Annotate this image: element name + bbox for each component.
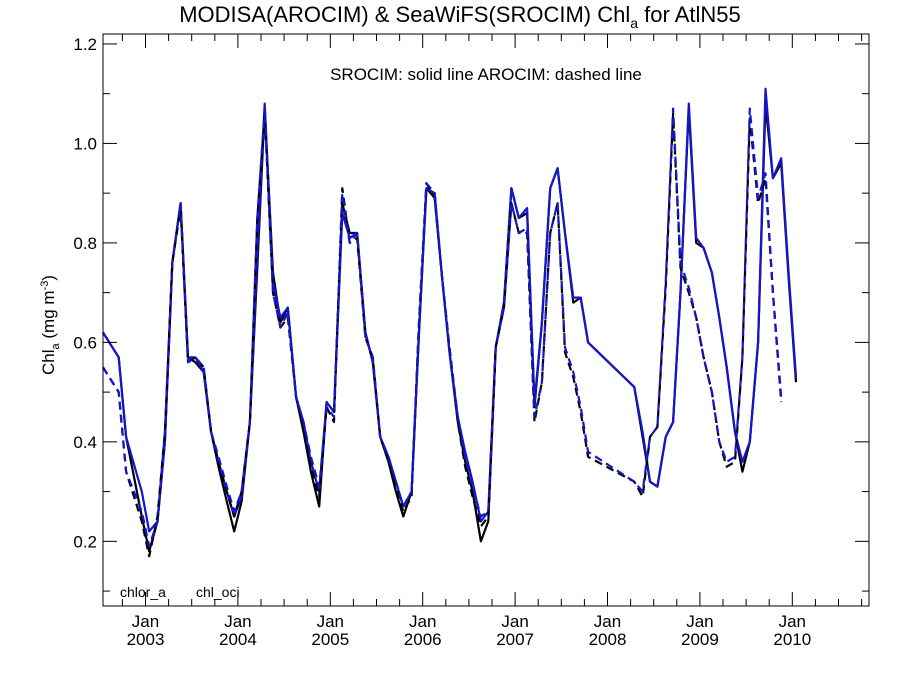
- y-tick-label: 1.0: [73, 134, 97, 153]
- x-tick-year-label: 2008: [589, 630, 627, 649]
- x-tick-month-label: Jan: [317, 612, 344, 631]
- y-axis-label-superscript: -3: [39, 281, 51, 291]
- y-axis-label-text: Chl: [39, 349, 58, 375]
- x-tick-month-label: Jan: [224, 612, 251, 631]
- plot-frame: [102, 33, 870, 607]
- series-line-ar-chlor-a: [102, 112, 783, 558]
- legend-chl-oci: chl_oci: [196, 584, 240, 600]
- chart-title-suffix: for AtlN55: [638, 2, 741, 27]
- y-axis-label-units: (mg m: [39, 290, 58, 343]
- x-tick-year-label: 2009: [681, 630, 719, 649]
- y-tick-label: 0.2: [73, 532, 97, 551]
- x-tick-month-label: Jan: [594, 612, 621, 631]
- chart-annotation: SROCIM: solid line AROCIM: dashed line: [330, 65, 642, 84]
- x-tick-month-label: Jan: [132, 612, 159, 631]
- x-tick-year-label: 2006: [404, 630, 442, 649]
- series-line-sr-chl-oci: [102, 87, 798, 533]
- x-tick-month-label: Jan: [501, 612, 528, 631]
- series-line-ar-chl-oci: [102, 107, 783, 548]
- y-axis-label-end: ): [39, 275, 58, 281]
- x-tick-year-label: 2007: [496, 630, 534, 649]
- y-tick-label: 1.2: [73, 35, 97, 54]
- y-tick-label: 0.4: [73, 433, 97, 452]
- y-axis-label-subscript: a: [50, 342, 62, 349]
- x-tick-year-label: 2004: [219, 630, 257, 649]
- x-tick-year-label: 2010: [773, 630, 811, 649]
- x-tick-year-label: 2005: [311, 630, 349, 649]
- x-tick-month-label: Jan: [779, 612, 806, 631]
- axis-ticks: 0.20.40.60.81.01.2Jan2003Jan2004Jan2005J…: [73, 34, 869, 649]
- legend-chlor-a: chlor_a: [120, 584, 166, 600]
- y-tick-label: 0.6: [73, 333, 97, 352]
- x-tick-month-label: Jan: [686, 612, 713, 631]
- x-tick-month-label: Jan: [409, 612, 436, 631]
- series-lines: [102, 87, 798, 558]
- x-tick-year-label: 2003: [127, 630, 165, 649]
- chart-title-text: MODISA(AROCIM) & SeaWiFS(SROCIM) Chl: [179, 2, 630, 27]
- chart-title-subscript: a: [630, 15, 638, 31]
- chart-title: MODISA(AROCIM) & SeaWiFS(SROCIM) Chla fo…: [179, 2, 741, 31]
- y-tick-label: 0.8: [73, 234, 97, 253]
- y-axis-label: Chla (mg m-3): [39, 275, 62, 375]
